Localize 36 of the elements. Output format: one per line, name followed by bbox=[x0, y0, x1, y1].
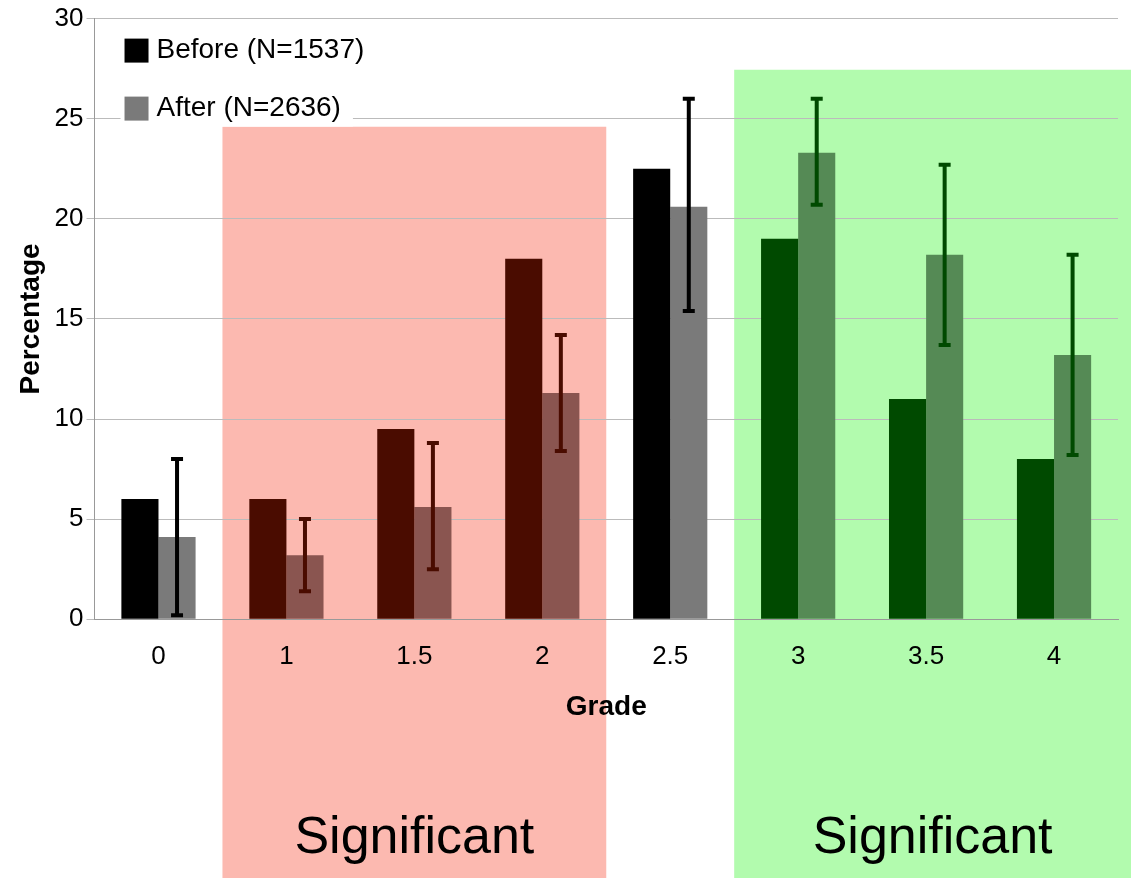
band-label: Significant bbox=[294, 806, 535, 864]
x-tick-label: 1.5 bbox=[396, 639, 433, 670]
x-tick-label: 3 bbox=[790, 639, 806, 670]
bar bbox=[505, 258, 543, 619]
bar bbox=[670, 206, 708, 619]
x-tick-label: 2 bbox=[535, 639, 550, 670]
bar bbox=[1054, 354, 1092, 619]
y-tick-label: 30 bbox=[54, 1, 84, 32]
bar bbox=[1016, 459, 1055, 619]
bar bbox=[121, 499, 159, 619]
bar bbox=[633, 168, 671, 619]
bar bbox=[286, 555, 324, 619]
y-tick-label: 10 bbox=[54, 402, 84, 433]
bar bbox=[798, 152, 836, 619]
bar bbox=[414, 507, 452, 619]
legend-label: After (N=2636) bbox=[156, 91, 341, 123]
y-axis-title: Percentage bbox=[13, 243, 45, 395]
x-tick-label: 1 bbox=[279, 639, 294, 670]
bar bbox=[377, 429, 415, 619]
x-tick-label: 4 bbox=[1046, 639, 1062, 670]
x-tick-label: 3.5 bbox=[908, 639, 945, 670]
y-tick-label: 15 bbox=[54, 302, 84, 333]
y-tick-label: 20 bbox=[54, 201, 84, 232]
y-tick-label: 0 bbox=[69, 602, 84, 633]
bar bbox=[889, 398, 927, 619]
legend-label: Before (N=1537) bbox=[156, 33, 365, 65]
bar bbox=[249, 499, 287, 619]
bar bbox=[542, 392, 580, 619]
y-tick-label: 5 bbox=[69, 502, 84, 533]
x-tick-label: 0 bbox=[151, 639, 166, 670]
x-tick-label: 2.5 bbox=[652, 639, 689, 670]
bar bbox=[761, 238, 799, 619]
y-tick-label: 25 bbox=[54, 101, 84, 132]
x-axis-title: Grade bbox=[565, 689, 647, 721]
bar bbox=[926, 254, 964, 619]
band-label: Significant bbox=[812, 806, 1054, 864]
